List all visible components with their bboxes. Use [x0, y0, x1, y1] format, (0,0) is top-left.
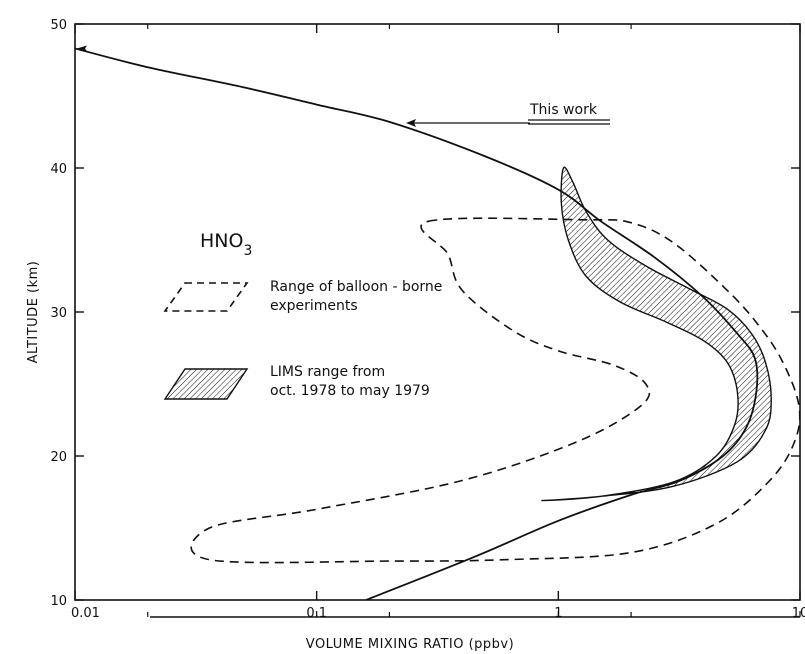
y-tick-label: 10: [50, 594, 67, 609]
this-work-label: This work: [529, 102, 598, 118]
series-line-this-work: [75, 47, 759, 600]
y-tick-label: 40: [50, 162, 67, 177]
x-tick-label: 10: [792, 606, 805, 621]
this-work-arrowhead: [406, 119, 416, 127]
legend-symbol-lims: [163, 368, 249, 400]
band-balloon-range: [190, 217, 800, 564]
this-work-annotation: This work: [406, 102, 610, 127]
y-tick-label: 50: [50, 18, 67, 33]
y-tick-label: 30: [50, 306, 67, 321]
y-tick-label: 20: [50, 450, 67, 465]
x-axis-label: VOLUME MIXING RATIO (ppbv): [306, 637, 514, 652]
legend-label-lims-line2: oct. 1978 to may 1979: [270, 383, 430, 399]
series-end-arrow: [77, 45, 87, 52]
bands-layer: [190, 166, 800, 564]
species-label: HNO3: [200, 230, 252, 259]
legend-symbol-balloon: [163, 282, 249, 312]
y-axis-label: ALTITUDE (km): [26, 261, 41, 364]
legend: Range of balloon - borne experiments LIM…: [163, 279, 442, 400]
legend-label-lims-line1: LIMS range from: [270, 364, 385, 380]
band-lims-range: [541, 166, 772, 502]
series-layer: [75, 45, 759, 600]
legend-label-balloon-line1: Range of balloon - borne: [270, 279, 442, 295]
legend-label-balloon-line2: experiments: [270, 298, 358, 314]
x-tick-label: 0.01: [71, 606, 100, 621]
